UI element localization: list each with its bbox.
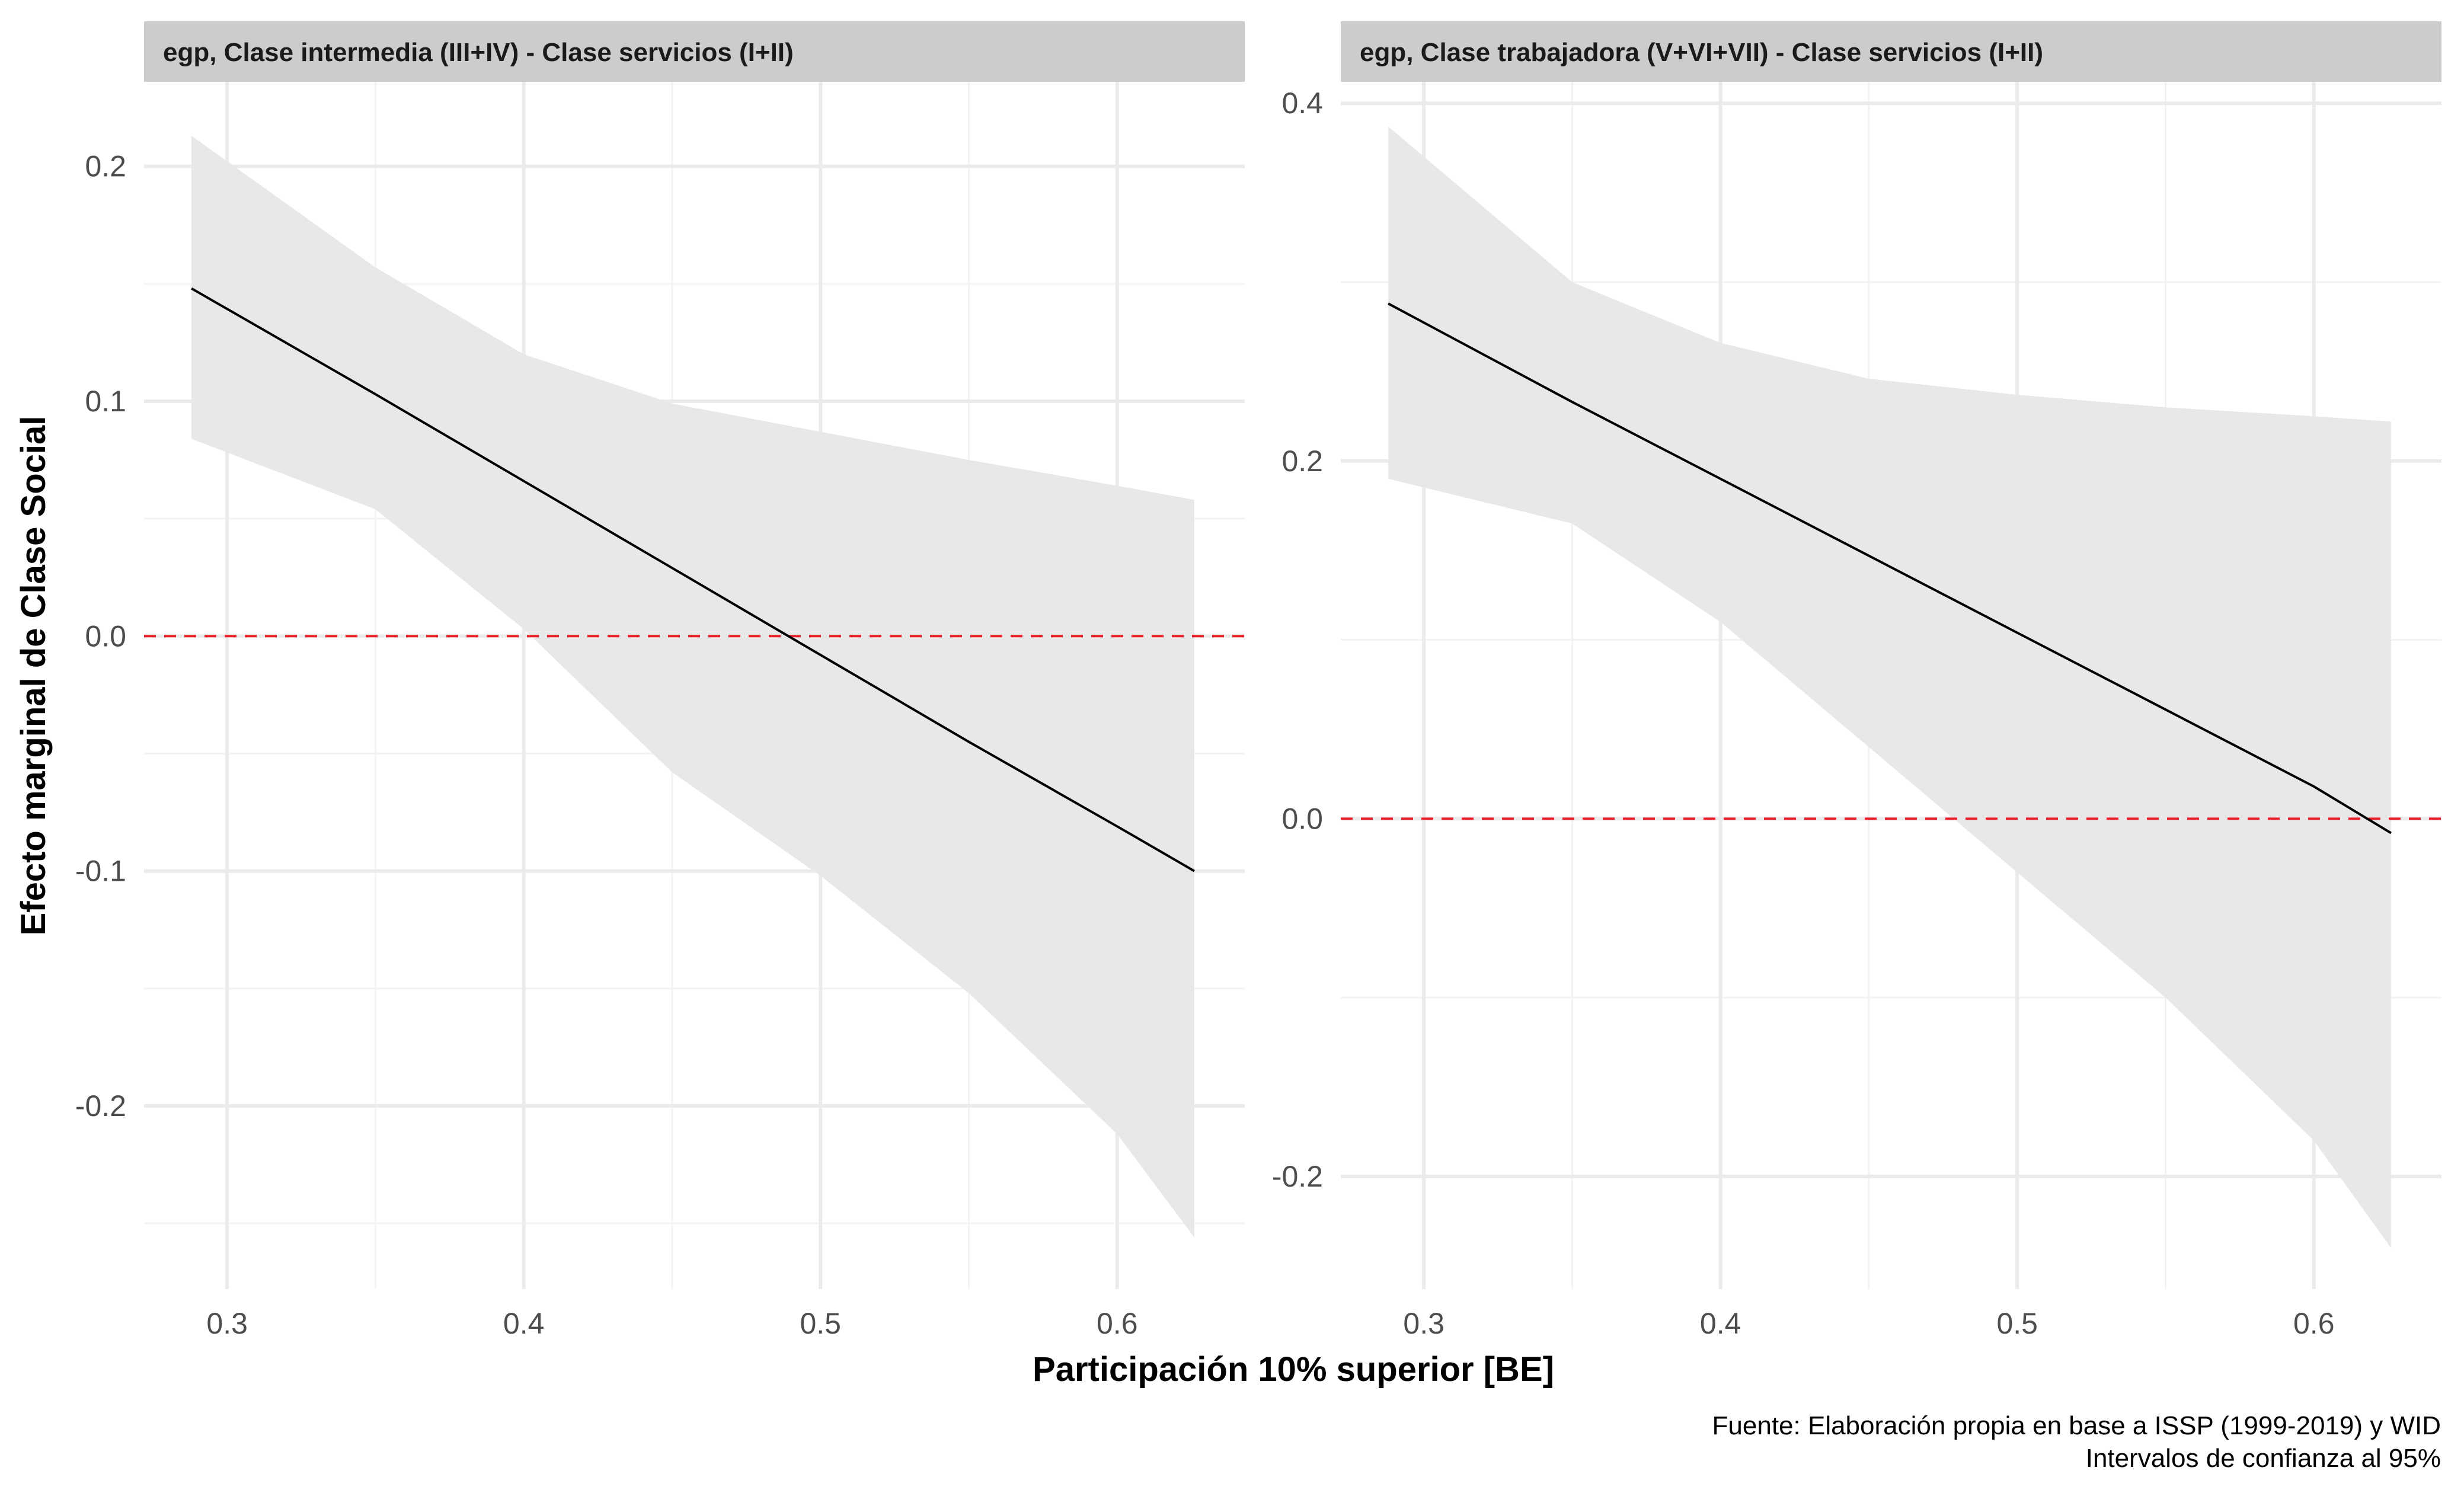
- y-tick-label: -0.1: [75, 855, 126, 888]
- marginal-effect-line: [1388, 302, 2392, 835]
- x-tick-label: 0.6: [1097, 1307, 1138, 1340]
- y-tick-label: 0.0: [85, 619, 126, 653]
- confidence-ribbon: [191, 136, 1194, 1238]
- caption-ci-note: Intervalos de confianza al 95%: [2086, 1444, 2441, 1473]
- y-tick-label: 0.0: [1281, 802, 1323, 835]
- y-tick-label: 0.2: [1281, 445, 1323, 478]
- facet-strip: [144, 21, 1245, 82]
- y-tick-label: 0.4: [1281, 87, 1323, 120]
- y-tick-label: 0.2: [85, 150, 126, 183]
- facet-strip-title: egp, Clase trabajadora (V+VI+VII) - Clas…: [1360, 38, 2043, 67]
- marginal-effect-line: [191, 287, 1195, 872]
- facet-strip-title: egp, Clase intermedia (III+IV) - Clase s…: [163, 38, 794, 67]
- x-axis-title: Participación 10% superior [BE]: [1033, 1350, 1554, 1389]
- y-axis-title: Efecto marginal de Clase Social: [14, 416, 53, 936]
- x-tick-label: 0.6: [2293, 1307, 2335, 1340]
- facet-panel-2: egp, Clase trabajadora (V+VI+VII) - Clas…: [1272, 21, 2441, 1340]
- x-tick-label: 0.3: [1403, 1307, 1444, 1340]
- panels-layer: egp, Clase intermedia (III+IV) - Clase s…: [75, 21, 2441, 1340]
- x-tick-label: 0.4: [1700, 1307, 1741, 1340]
- y-tick-label: -0.2: [1272, 1160, 1323, 1193]
- y-tick-label: -0.2: [75, 1089, 126, 1123]
- x-tick-label: 0.5: [1996, 1307, 2038, 1340]
- confidence-ribbon: [1388, 126, 2391, 1248]
- caption-source: Fuente: Elaboración propia en base a ISS…: [1712, 1411, 2441, 1440]
- x-tick-label: 0.5: [800, 1307, 841, 1340]
- x-tick-label: 0.3: [206, 1307, 248, 1340]
- facet-panel-1: egp, Clase intermedia (III+IV) - Clase s…: [75, 21, 1245, 1340]
- x-tick-label: 0.4: [503, 1307, 545, 1340]
- facet-strip: [1341, 21, 2441, 82]
- y-tick-label: 0.1: [85, 385, 126, 418]
